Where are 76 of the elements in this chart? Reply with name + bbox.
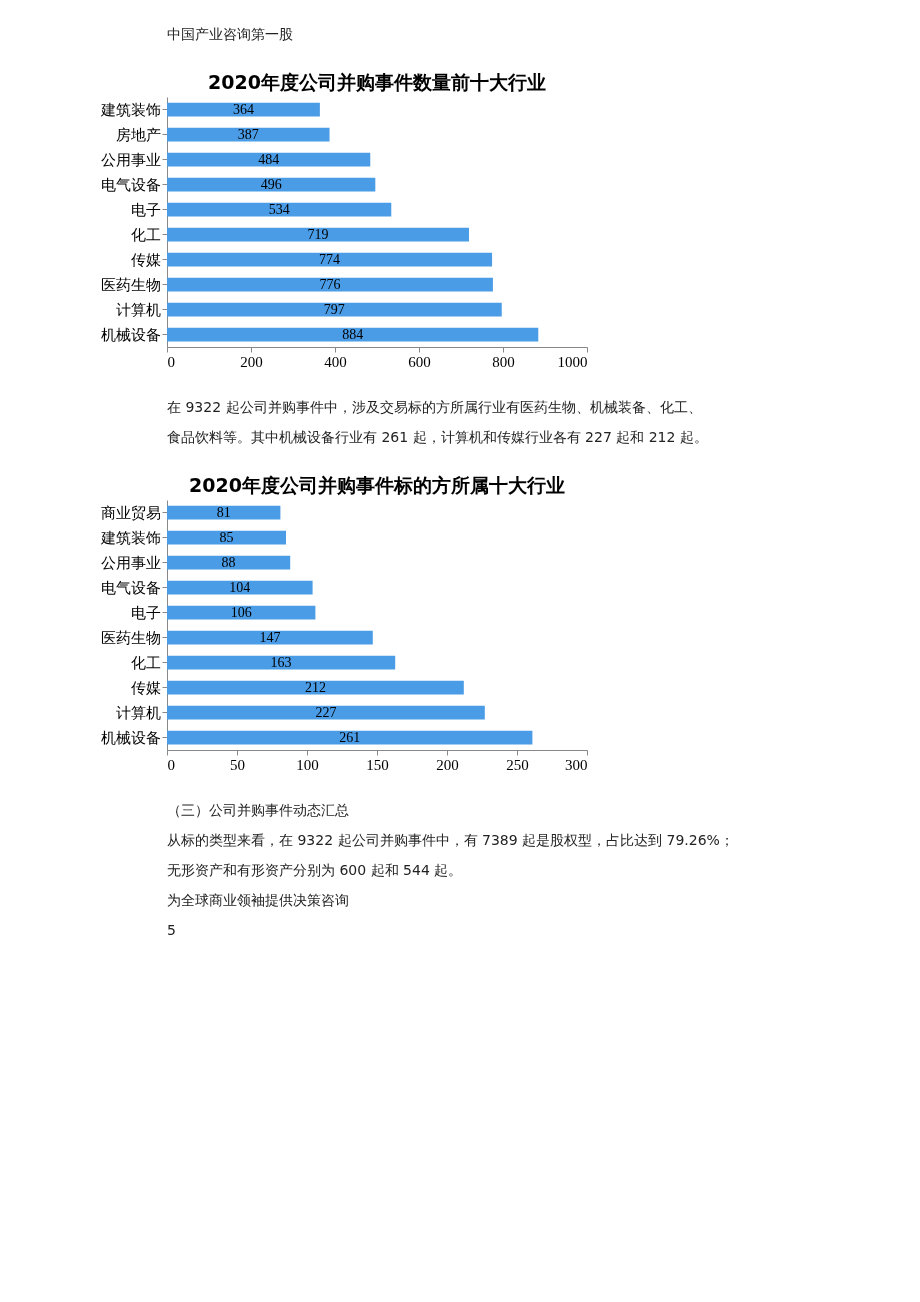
y-tick-label: 电气设备 xyxy=(100,175,161,194)
data-label: 387 xyxy=(237,126,259,142)
y-tick-label: 电气设备 xyxy=(100,578,161,597)
x-tick-label: 400 xyxy=(324,353,347,370)
text: 在 9322 起公司并购事件中，涉及交易标的方所属行业有医药生物、机械装备、化工、 xyxy=(167,399,702,415)
data-label: 212 xyxy=(304,679,326,695)
text: 5 xyxy=(167,922,176,938)
bar xyxy=(167,680,464,695)
data-label: 227 xyxy=(315,704,337,720)
y-tick-label: 化工 xyxy=(130,653,161,672)
data-label: 364 xyxy=(232,101,254,117)
chart-title: 2020年度公司并购事件标的方所属十大行业 xyxy=(189,474,565,496)
data-label: 884 xyxy=(342,326,364,342)
bar xyxy=(167,655,396,670)
x-tick-label: 300 xyxy=(565,756,588,773)
data-label: 106 xyxy=(230,604,252,620)
data-label: 81 xyxy=(216,504,231,520)
data-label: 88 xyxy=(221,554,236,570)
y-tick-label: 化工 xyxy=(130,225,161,244)
data-label: 104 xyxy=(229,579,251,595)
text: 无形资产和有形资产分别为 600 起和 544 起。 xyxy=(167,862,463,878)
y-tick-label: 机械设备 xyxy=(100,728,161,747)
x-tick-label: 0 xyxy=(167,756,175,773)
bar xyxy=(167,730,533,745)
x-tick-label: 200 xyxy=(240,353,263,370)
y-tick-label: 商业贸易 xyxy=(100,503,161,522)
y-tick-label: 传媒 xyxy=(130,678,161,697)
data-label: 776 xyxy=(319,276,341,292)
x-tick-label: 200 xyxy=(436,756,459,773)
data-label: 496 xyxy=(260,176,282,192)
y-tick-label: 医药生物 xyxy=(100,275,161,294)
chart-title: 2020年度公司并购事件数量前十大行业 xyxy=(208,71,546,93)
data-label: 797 xyxy=(323,301,345,317)
data-label: 261 xyxy=(339,729,361,745)
x-tick-label: 150 xyxy=(366,756,389,773)
x-tick-label: 50 xyxy=(230,756,245,773)
y-tick-label: 房地产 xyxy=(115,125,161,144)
text: （三）公司并购事件动态汇总 xyxy=(167,802,349,818)
text: 从标的类型来看，在 9322 起公司并购事件中，有 7389 起是股权型，占比达到 79.26%； xyxy=(167,832,734,848)
bar xyxy=(167,152,371,167)
data-label: 774 xyxy=(319,251,341,267)
x-tick-label: 600 xyxy=(408,353,431,370)
bar xyxy=(167,630,373,645)
x-tick-label: 800 xyxy=(492,353,515,370)
data-label: 484 xyxy=(258,151,280,167)
bar xyxy=(167,202,392,217)
y-tick-label: 公用事业 xyxy=(100,150,161,169)
data-label: 534 xyxy=(268,201,290,217)
y-tick-label: 电子 xyxy=(130,200,161,219)
bar xyxy=(167,227,469,242)
y-tick-label: 医药生物 xyxy=(100,628,161,647)
data-label: 163 xyxy=(270,654,292,670)
data-label: 85 xyxy=(219,529,234,545)
data-label: 147 xyxy=(259,629,281,645)
x-tick-label: 1000 xyxy=(557,353,588,370)
y-tick-label: 计算机 xyxy=(115,300,161,319)
y-tick-label: 建筑装饰 xyxy=(99,100,161,119)
bar xyxy=(167,277,493,292)
bar xyxy=(167,177,376,192)
text: 食品饮料等。其中机械设备行业有 261 起，计算机和传媒行业各有 227 起和 212 起。 xyxy=(167,429,708,445)
text: 中国产业咨询第一股 xyxy=(167,26,293,42)
y-tick-label: 传媒 xyxy=(130,250,161,269)
y-tick-label: 电子 xyxy=(130,603,161,622)
bar xyxy=(167,302,502,317)
bar xyxy=(167,252,493,267)
y-tick-label: 建筑装饰 xyxy=(99,528,161,547)
data-label: 719 xyxy=(307,226,329,242)
x-tick-label: 0 xyxy=(167,353,175,370)
bar xyxy=(167,705,485,720)
y-tick-label: 公用事业 xyxy=(100,553,161,572)
y-tick-label: 机械设备 xyxy=(100,325,161,344)
x-tick-label: 100 xyxy=(296,756,319,773)
x-tick-label: 250 xyxy=(506,756,529,773)
y-tick-label: 计算机 xyxy=(115,703,161,722)
text: 为全球商业领袖提供决策咨询 xyxy=(167,892,349,908)
bar xyxy=(167,327,539,342)
